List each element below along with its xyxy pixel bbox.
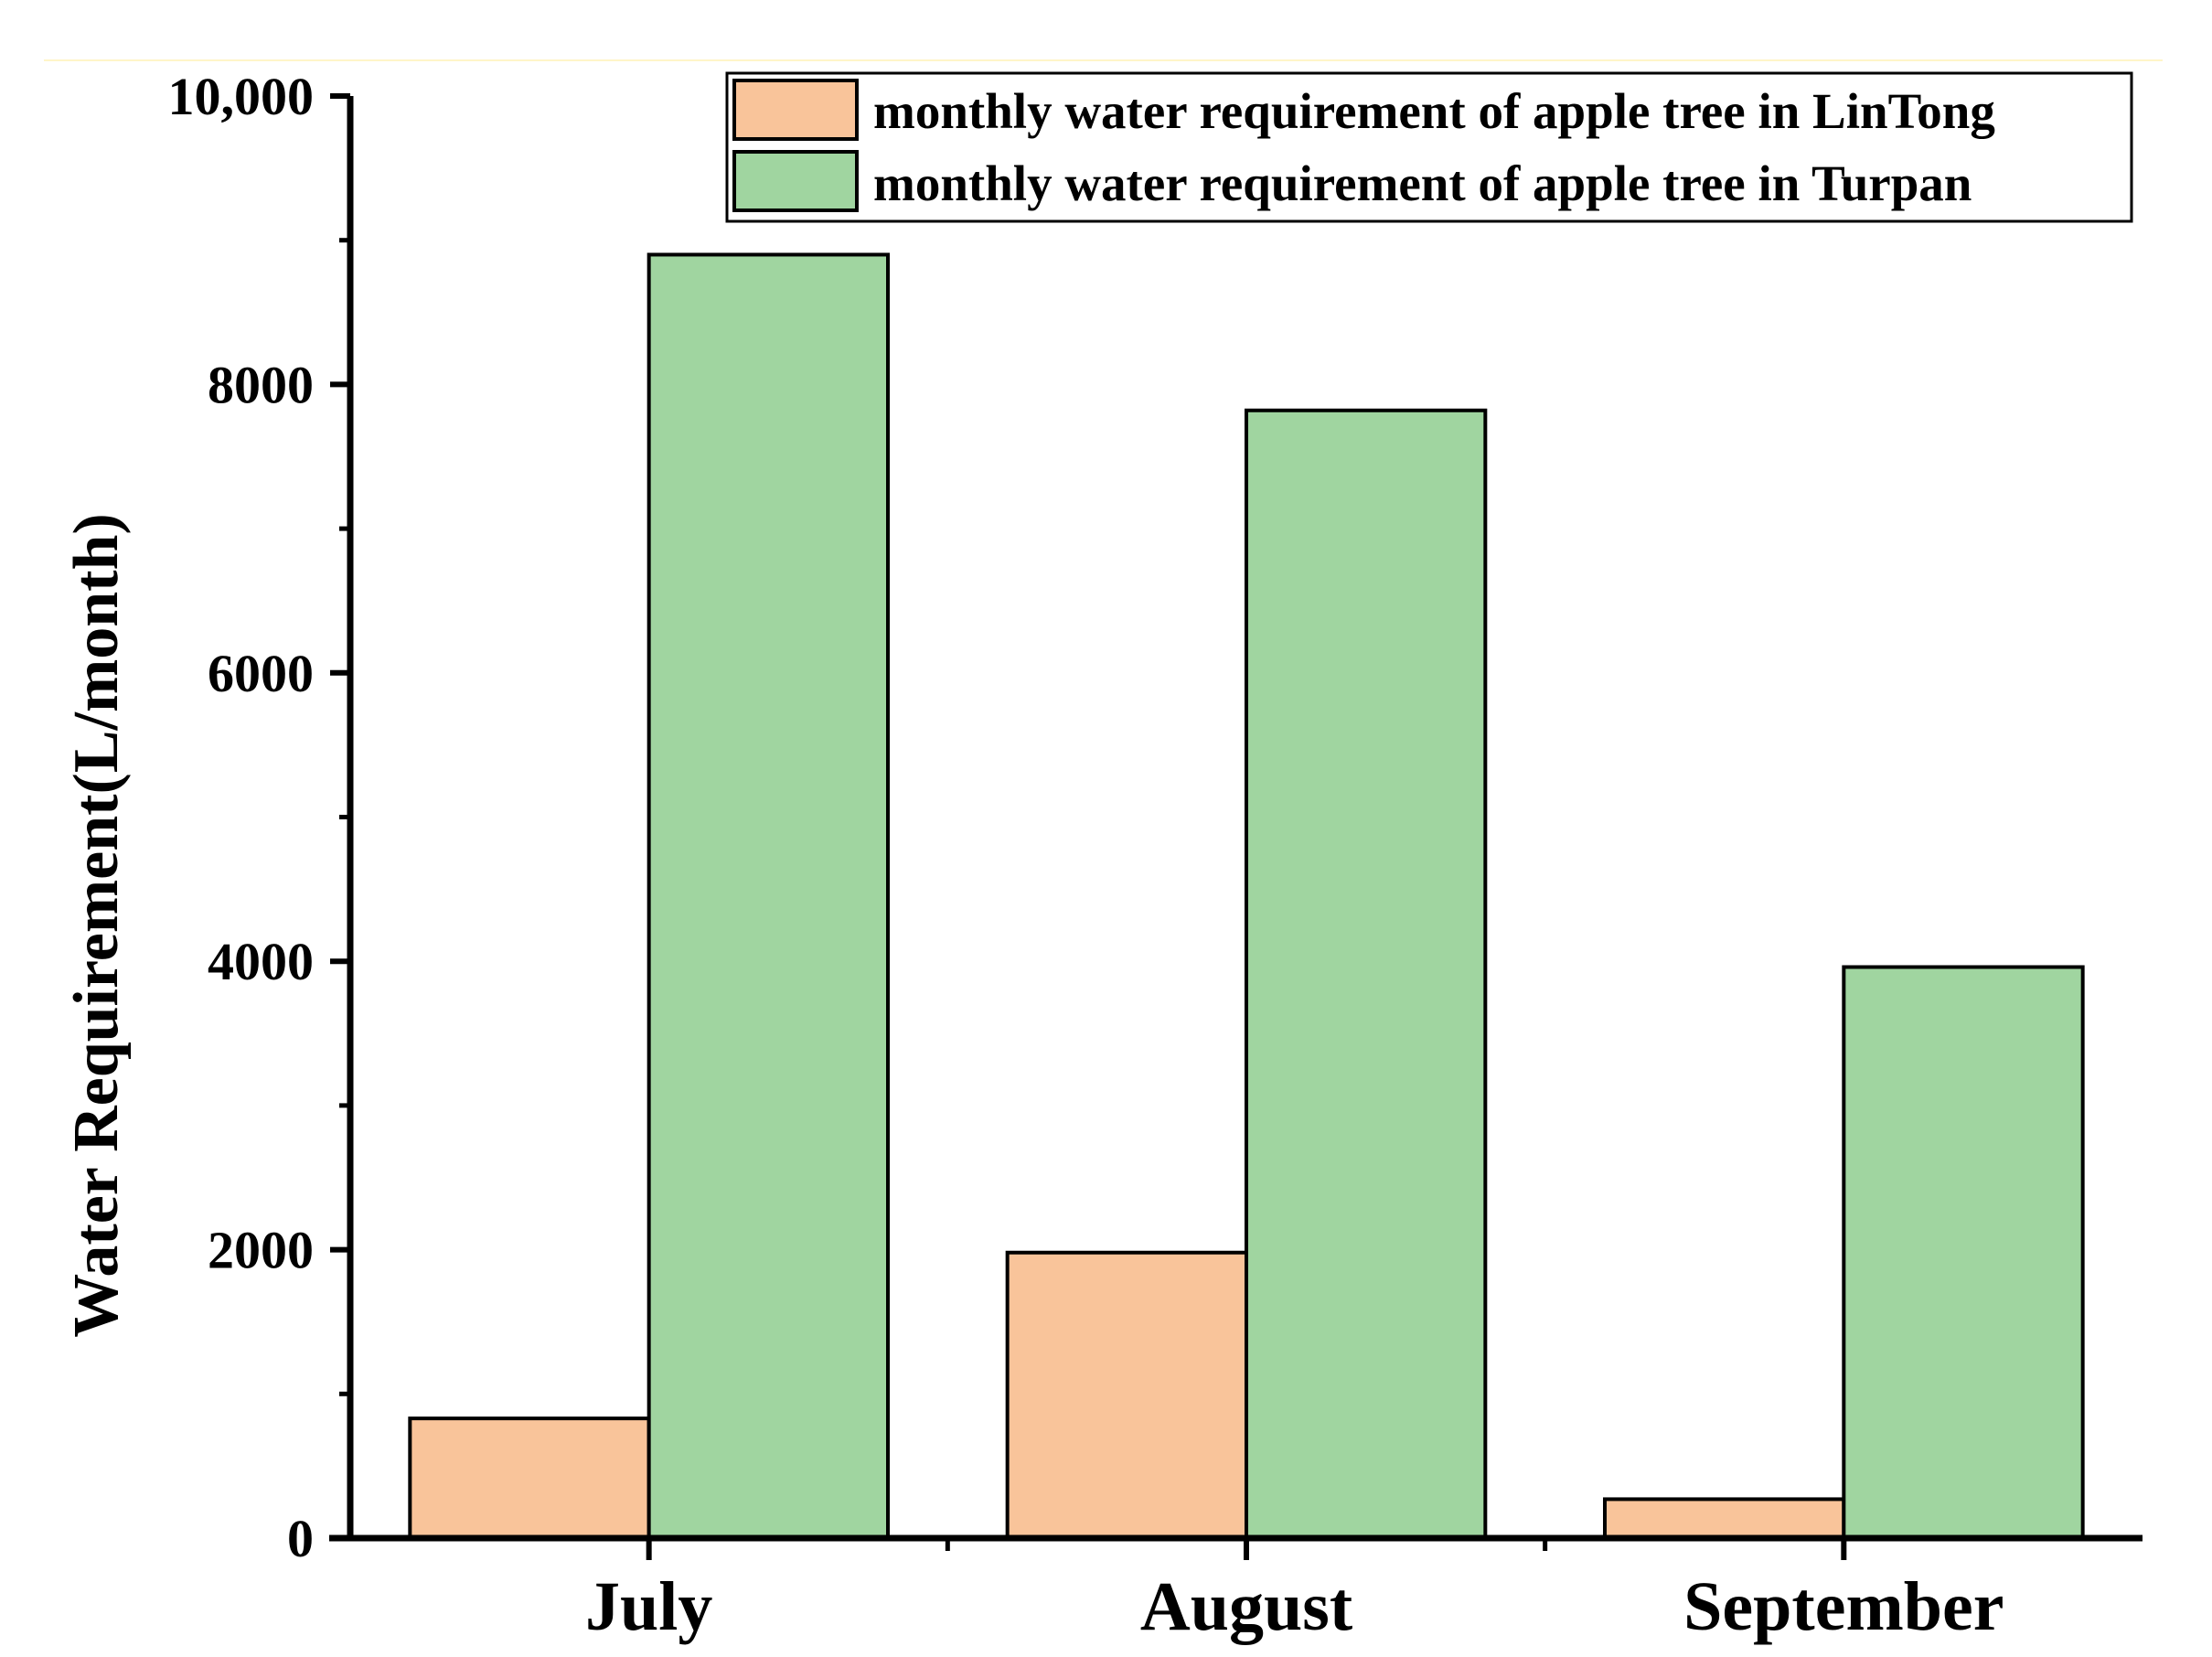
x-tick-label-august: August: [1140, 1568, 1352, 1645]
legend-swatch-lintong: [732, 79, 859, 141]
y-axis-title: Water Requirement(L/month): [61, 513, 132, 1338]
x-tick-label-july: July: [585, 1568, 712, 1645]
bar-august-lintong: [1005, 1250, 1248, 1541]
x-axis-ticks: July August September: [585, 1538, 2004, 1645]
legend-label-turpan: monthly water requirement of apple tree …: [873, 155, 1972, 211]
legend-swatch-turpan: [732, 150, 859, 212]
y-tick-label: 8000: [208, 355, 314, 414]
y-tick-label: 10,000: [168, 67, 315, 126]
legend: monthly water requirement of apple tree …: [725, 71, 2133, 223]
legend-box: [725, 71, 2133, 223]
y-axis-ticks: 0 2000 4000 6000 8000 10,000: [168, 67, 350, 1568]
bar-september-lintong: [1603, 1497, 1846, 1541]
legend-label-lintong: monthly water requirement of apple tree …: [873, 83, 1995, 139]
y-tick-label: 0: [287, 1509, 314, 1568]
y-tick-label: 6000: [208, 644, 314, 703]
bar-july-turpan: [647, 252, 891, 1541]
bar-july-lintong: [408, 1416, 651, 1541]
y-tick-label: 2000: [208, 1221, 314, 1280]
bar-september-turpan: [1842, 965, 2085, 1541]
y-tick-label: 4000: [208, 932, 314, 991]
bars-group: [408, 252, 2085, 1541]
x-tick-label-september: September: [1683, 1568, 2004, 1645]
bar-august-turpan: [1245, 408, 1488, 1540]
